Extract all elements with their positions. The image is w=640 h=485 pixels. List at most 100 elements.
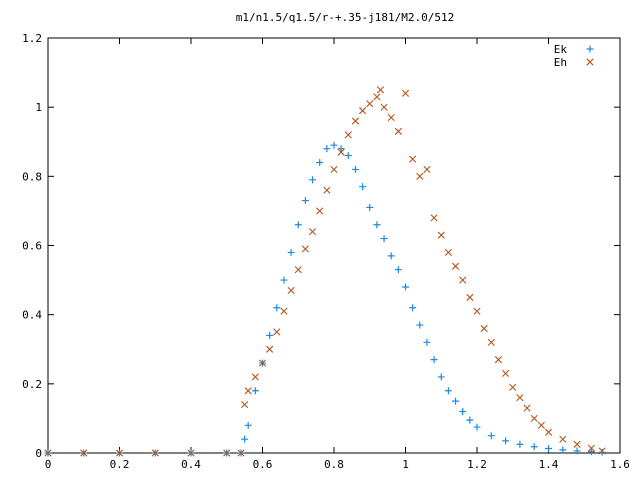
ek-point [573,447,581,455]
x-tick-label: 0.6 [253,458,273,471]
ek-point [287,248,295,256]
ek-point [301,197,309,205]
x-tick-label: 0.4 [181,458,201,471]
ek-point [387,252,395,260]
ek-point [516,440,524,448]
ek-point [323,145,331,153]
eh-point [473,307,481,315]
eh-point [115,449,124,457]
ek-point [416,321,424,329]
x-tick-label: 0.2 [110,458,130,471]
eh-point [287,286,295,295]
ek-point [380,235,388,243]
ek-point [251,387,259,395]
eh-point [308,228,317,236]
eh-point [559,435,567,443]
ek-point [459,408,467,415]
ek-point [351,165,359,173]
ek-point [452,397,460,405]
eh-point [44,449,52,457]
ek-point [587,448,595,456]
ek-point [437,373,445,381]
eh-point [394,127,402,135]
eh-point [151,449,159,457]
eh-point [258,359,267,367]
ek-point [280,276,288,284]
y-tick-label: 0 [35,447,42,460]
ek-point [466,416,474,424]
ek-point [309,176,317,184]
eh-point [359,107,367,115]
ek-point [330,141,338,149]
ek-point [366,203,374,211]
eh-point [387,113,395,122]
eh-point [598,447,606,455]
legend-marker-eh [586,58,594,66]
x-tick-label: 1 [402,458,409,471]
eh-point [187,449,195,457]
eh-point [80,449,88,457]
eh-point [416,172,424,180]
ek-point [473,423,481,431]
legend-label-eh: Eh [554,56,567,69]
eh-point [330,165,338,174]
ek-point [502,437,510,445]
eh-point [337,148,345,156]
eh-point [323,186,331,194]
y-tick-label: 0.4 [22,309,42,322]
ek-point [430,356,438,364]
eh-point [494,356,503,364]
eh-point [301,245,309,253]
ek-point [273,304,281,312]
ek-point [487,432,495,440]
y-tick-label: 0.8 [22,170,42,183]
eh-point [537,421,545,429]
eh-point [516,394,524,402]
ek-point [241,435,249,443]
ek-point [316,159,324,166]
ek-point [359,183,367,191]
plot-frame [47,37,621,454]
eh-point [587,444,595,452]
plot-area: 0 0.2 0.4 0.6 0.8 1 1.2 1.4 1.6 0 0.2 0.4 0.6 0.8 1 1.2… [22,32,630,471]
eh-point [401,89,410,97]
eh-point [241,400,249,409]
ek-point [545,445,552,453]
eh-point [237,449,245,457]
ek-point [294,221,302,229]
ek-point [266,331,274,339]
eh-point [459,276,467,284]
ek-point [423,338,431,346]
eh-point [366,100,374,108]
eh-point [266,345,274,353]
x-tick-label: 0 [45,458,52,471]
eh-point [480,324,488,333]
ek-point [530,443,538,451]
eh-point [344,131,352,139]
eh-point [502,369,510,378]
ek-point [409,304,417,312]
eh-point [251,373,259,381]
legend-marker-ek [586,45,594,53]
eh-point [380,103,388,111]
ek-point [394,266,402,274]
y-tick-label: 0.2 [22,378,42,391]
ek-point [444,387,452,395]
x-tick-label: 1.4 [539,458,559,471]
eh-point [466,293,474,301]
eh-point [444,248,452,257]
eh-point [351,117,360,125]
ek-point [344,152,352,160]
eh-point [244,387,252,395]
eh-point [280,307,288,315]
eh-point [509,383,517,391]
eh-point [273,328,281,336]
eh-point [451,262,460,270]
eh-point [376,86,385,94]
eh-point [373,93,381,101]
eh-point [223,449,231,457]
eh-point [409,155,417,163]
eh-point [544,428,553,436]
ek-point [598,448,606,456]
